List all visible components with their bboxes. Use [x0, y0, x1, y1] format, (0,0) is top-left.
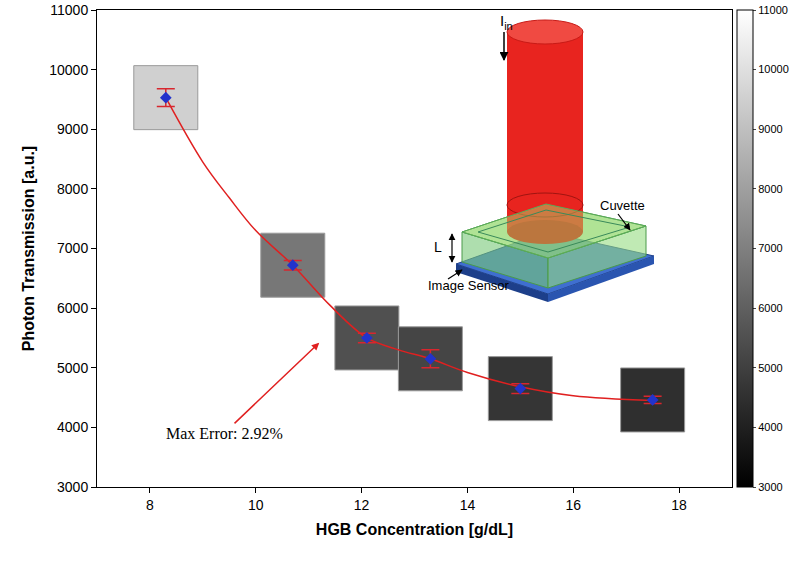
svg-text:Image Sensor: Image Sensor [428, 278, 510, 293]
svg-text:10000: 10000 [758, 63, 789, 75]
svg-text:12: 12 [354, 497, 370, 513]
svg-text:8000: 8000 [758, 183, 782, 195]
svg-text:Iin: Iin [500, 12, 513, 32]
svg-text:8: 8 [146, 497, 154, 513]
svg-text:11000: 11000 [50, 2, 88, 18]
svg-text:Photon Transmission [a.u.]: Photon Transmission [a.u.] [20, 146, 37, 351]
svg-text:5000: 5000 [758, 362, 782, 374]
svg-text:5000: 5000 [57, 360, 88, 376]
svg-text:3000: 3000 [758, 481, 782, 493]
svg-text:14: 14 [460, 497, 476, 513]
svg-text:6000: 6000 [758, 302, 782, 314]
svg-text:9000: 9000 [758, 123, 782, 135]
svg-text:HGB Concentration [g/dL]: HGB Concentration [g/dL] [316, 521, 513, 538]
svg-text:7000: 7000 [758, 242, 782, 254]
svg-text:6000: 6000 [57, 300, 88, 316]
svg-text:18: 18 [671, 497, 687, 513]
svg-text:16: 16 [565, 497, 581, 513]
svg-text:Max Error: 2.92%: Max Error: 2.92% [166, 425, 283, 442]
svg-text:3000: 3000 [57, 479, 88, 495]
svg-text:4000: 4000 [57, 419, 88, 435]
svg-text:10000: 10000 [49, 62, 88, 78]
svg-text:L: L [434, 239, 442, 255]
svg-text:7000: 7000 [57, 240, 88, 256]
svg-text:Cuvette: Cuvette [600, 198, 645, 213]
svg-text:9000: 9000 [57, 121, 88, 137]
svg-text:8000: 8000 [57, 181, 88, 197]
svg-text:11000: 11000 [758, 4, 788, 16]
svg-text:10: 10 [248, 497, 264, 513]
svg-text:4000: 4000 [758, 421, 782, 433]
